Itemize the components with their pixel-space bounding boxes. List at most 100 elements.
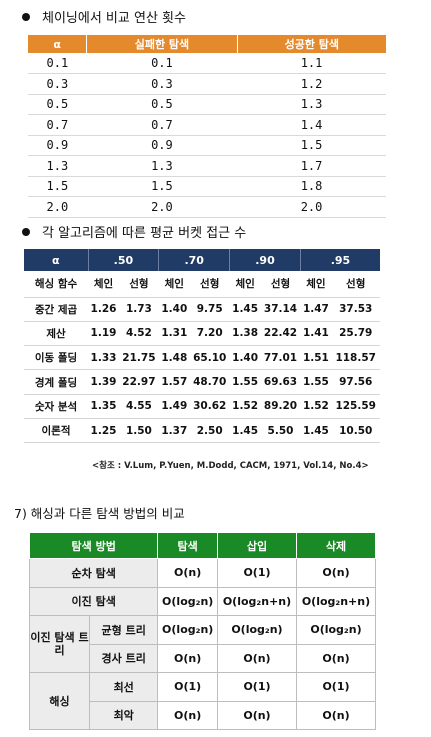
table-cell: 1.41 — [300, 321, 332, 347]
table-cell: 7.20 — [189, 321, 230, 347]
table-cell: 1.55 — [229, 369, 261, 395]
table-cell: O(n) — [295, 558, 377, 588]
row-group-header: 해싱 — [29, 672, 90, 730]
section2-title: 각 알고리즘에 따른 평균 버켓 접근 수 — [42, 226, 247, 241]
table-cell: O(n) — [157, 558, 218, 588]
column-header: 탐색 방법 — [28, 532, 159, 559]
table-cell: 1.3 — [28, 155, 87, 177]
table-cell: 1.52 — [229, 394, 261, 419]
row-header: 제산 — [24, 321, 88, 347]
table-row: 제산 1.19 4.52 1.31 7.20 1.38 22.42 1.41 2… — [24, 321, 380, 347]
table-cell: 1.3 — [86, 155, 238, 177]
table-cell: 1.7 — [237, 155, 386, 177]
search-method-comparison-table: 탐색 방법 탐색 삽입 삭제 순차 탐색 O(n) O(1) O(n) 이진 탐… — [28, 532, 377, 730]
table-cell: 1.33 — [88, 345, 120, 371]
table-cell: 37.14 — [260, 297, 301, 322]
table-cell: 21.75 — [119, 345, 159, 371]
column-header: .90 — [229, 249, 301, 271]
subheader-cell: 체인 — [158, 271, 190, 298]
table-cell: 1.37 — [158, 418, 190, 444]
table-cell: 1.47 — [300, 297, 332, 322]
table-cell: 0.7 — [86, 114, 238, 136]
table-cell: O(n) — [295, 700, 377, 730]
table-row: 0.1 0.1 1.1 — [28, 53, 386, 74]
section2-heading: 각 알고리즘에 따른 평균 버켓 접근 수 — [22, 222, 246, 241]
column-header: .95 — [300, 249, 380, 271]
bucket-access-table: α .50 .70 .90 .95 해싱 함수 체인 선형 체인 선형 체인 선… — [24, 249, 380, 444]
table-cell: 10.50 — [331, 418, 380, 444]
table-row: 이진 탐색 O(log₂n) O(log₂n+n) O(log₂n+n) — [28, 586, 377, 616]
table-cell: 89.20 — [260, 394, 301, 419]
table-cell: 37.53 — [331, 297, 380, 322]
table-row: 해싱 최선 O(1) O(1) O(1) — [29, 672, 377, 730]
table-cell: 0.7 — [28, 114, 87, 136]
table-cell: 1.39 — [88, 369, 120, 395]
table-cell: 97.56 — [331, 369, 380, 395]
table-cell: 0.3 — [28, 73, 87, 95]
table-cell: O(n) — [157, 700, 218, 730]
table-row: 중간 제곱 1.26 1.73 1.40 9.75 1.45 37.14 1.4… — [24, 297, 380, 322]
bullet-icon — [22, 12, 30, 21]
column-header: α — [24, 249, 89, 271]
subheader-cell: 선형 — [119, 271, 159, 298]
table-header-row: α 실패한 탐색 성공한 탐색 — [28, 35, 386, 53]
table-cell: 5.50 — [260, 418, 301, 444]
table-cell: 77.01 — [260, 345, 301, 371]
table-cell: 4.55 — [119, 394, 159, 419]
table-cell: 1.4 — [237, 114, 386, 136]
table-cell: 2.50 — [189, 418, 230, 444]
table-cell: 1.50 — [119, 418, 159, 444]
table-cell: 22.97 — [119, 369, 159, 395]
table-row: 2.0 2.0 2.0 — [28, 196, 386, 218]
row-header: 균형 트리 — [88, 615, 159, 645]
subheader-row: 해싱 함수 체인 선형 체인 선형 체인 선형 체인 선형 — [24, 271, 380, 298]
column-header: 실패한 탐색 — [86, 35, 238, 53]
table-header-row: 탐색 방법 탐색 삽입 삭제 — [28, 532, 377, 559]
table-cell: 1.31 — [158, 321, 190, 347]
subheader-cell: 해싱 함수 — [24, 271, 88, 298]
citation: <참조 : V.Lum, P.Yuen, M.Dodd, CACM, 1971,… — [92, 461, 369, 471]
table-row: 0.7 0.7 1.4 — [28, 114, 386, 136]
column-header: .70 — [158, 249, 231, 271]
subheader-cell: 체인 — [300, 271, 332, 298]
table-cell: 1.8 — [237, 176, 386, 197]
subheader-cell: 선형 — [260, 271, 301, 298]
table-cell: 4.52 — [119, 321, 159, 347]
table-cell: 1.45 — [229, 297, 261, 322]
table-row: 순차 탐색 O(n) O(1) O(n) — [28, 558, 377, 588]
section1-title: 체이닝에서 비교 연산 횟수 — [42, 11, 186, 26]
row-header: 중간 제곱 — [24, 297, 88, 322]
table-cell: 2.0 — [86, 196, 238, 218]
table-cell: O(1) — [216, 672, 297, 702]
bullet-icon — [22, 227, 30, 236]
table-cell: 30.62 — [189, 394, 230, 419]
table-header-row: α .50 .70 .90 .95 — [24, 249, 380, 271]
table-cell: 0.9 — [28, 135, 87, 156]
table-cell: 1.26 — [88, 297, 120, 322]
column-header: 성공한 탐색 — [237, 35, 386, 53]
table-cell: 125.59 — [331, 394, 380, 419]
table-cell: O(n) — [216, 700, 297, 730]
table-cell: 1.5 — [237, 135, 386, 156]
row-header: 숫자 분석 — [24, 394, 88, 419]
subheader-cell: 체인 — [229, 271, 261, 298]
table-cell: 69.63 — [260, 369, 301, 395]
table-cell: O(1) — [295, 672, 377, 702]
subheader-cell: 선형 — [189, 271, 230, 298]
table-cell: 1.35 — [88, 394, 120, 419]
table-cell: O(log₂n) — [157, 586, 218, 616]
table-row: 경사 트리 O(n) O(n) O(n) — [30, 643, 377, 673]
table-cell: 2.0 — [237, 196, 386, 218]
table-cell: 1.57 — [158, 369, 190, 395]
table-cell: 1.2 — [237, 73, 386, 95]
table-cell: O(1) — [216, 558, 297, 588]
table-cell: 118.57 — [331, 345, 380, 371]
table-cell: O(n) — [157, 643, 218, 673]
table-cell: O(log₂n+n) — [216, 586, 297, 616]
column-header: 삭제 — [295, 532, 377, 559]
table-cell: 65.10 — [189, 345, 230, 371]
table-cell: O(1) — [157, 672, 218, 702]
table-row: 이동 폴딩 1.33 21.75 1.48 65.10 1.40 77.01 1… — [24, 345, 380, 371]
column-header: 삽입 — [216, 532, 297, 559]
table-cell: O(n) — [216, 643, 297, 673]
